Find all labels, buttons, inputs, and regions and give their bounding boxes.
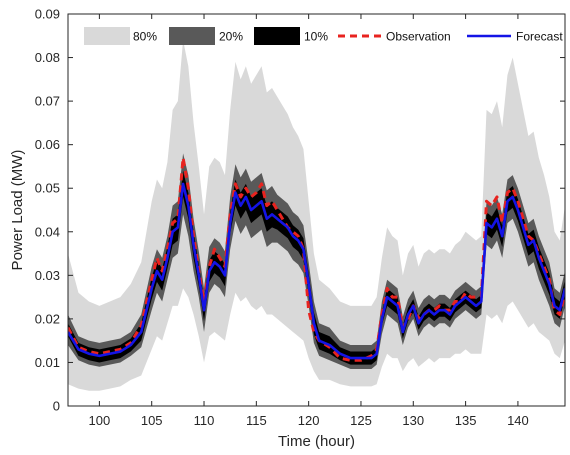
legend-item-80: 80% xyxy=(84,27,157,45)
observation-line xyxy=(68,156,565,362)
x-tick-label: 125 xyxy=(350,413,372,428)
y-tick-label: 0.01 xyxy=(35,355,60,370)
y-tick-label: 0.05 xyxy=(35,181,60,196)
legend-swatch xyxy=(254,27,300,45)
legend-label: 20% xyxy=(219,30,243,44)
plot-area xyxy=(68,40,565,391)
x-tick-label: 120 xyxy=(298,413,320,428)
legend-swatch xyxy=(84,27,130,45)
legend-item-forecast: Forecast xyxy=(467,30,563,44)
axes-box xyxy=(67,13,566,407)
legend-swatch xyxy=(169,27,215,45)
y-tick-label: 0.02 xyxy=(35,311,60,326)
legend-label: 10% xyxy=(304,30,328,44)
y-tick-label: 0 xyxy=(53,399,60,414)
x-tick-label: 115 xyxy=(246,413,267,428)
x-tick-label: 110 xyxy=(194,413,215,428)
y-tick-label: 0.06 xyxy=(35,137,60,152)
legend-item-20: 20% xyxy=(169,27,243,45)
series-lines xyxy=(68,156,565,362)
y-tick-label: 0.08 xyxy=(35,50,60,65)
x-tick-label: 130 xyxy=(402,413,424,428)
legend-label: Observation xyxy=(386,30,451,44)
forecast-line xyxy=(68,182,565,360)
legend-label: 80% xyxy=(133,30,157,44)
legend-item-observation: Observation xyxy=(338,30,451,44)
x-tick-label: 100 xyxy=(89,413,111,428)
x-tick-label: 105 xyxy=(141,413,163,428)
legend-item-10: 10% xyxy=(254,27,328,45)
legend-label: Forecast xyxy=(516,30,563,44)
y-tick-label: 0.09 xyxy=(35,7,60,22)
x-axis-title: Time (hour) xyxy=(278,433,355,450)
y-tick-label: 0.07 xyxy=(35,94,60,109)
band-10-area xyxy=(68,170,565,365)
x-tick-label: 140 xyxy=(507,413,529,428)
x-axis: 100 105 110 115 120 125 130 135 140 xyxy=(89,14,529,428)
y-axis-title: Power Load (MW) xyxy=(9,150,26,271)
y-tick-label: 0.03 xyxy=(35,268,60,283)
y-tick-label: 0.04 xyxy=(35,224,60,239)
x-tick-label: 135 xyxy=(455,413,477,428)
y-axis: 0 0.01 0.02 0.03 0.04 0.05 0.06 0.07 0.08 0.09 xyxy=(35,7,565,414)
confidence-bands xyxy=(68,40,565,391)
legend: 80% 20% 10% Observation Forecast xyxy=(84,27,563,45)
